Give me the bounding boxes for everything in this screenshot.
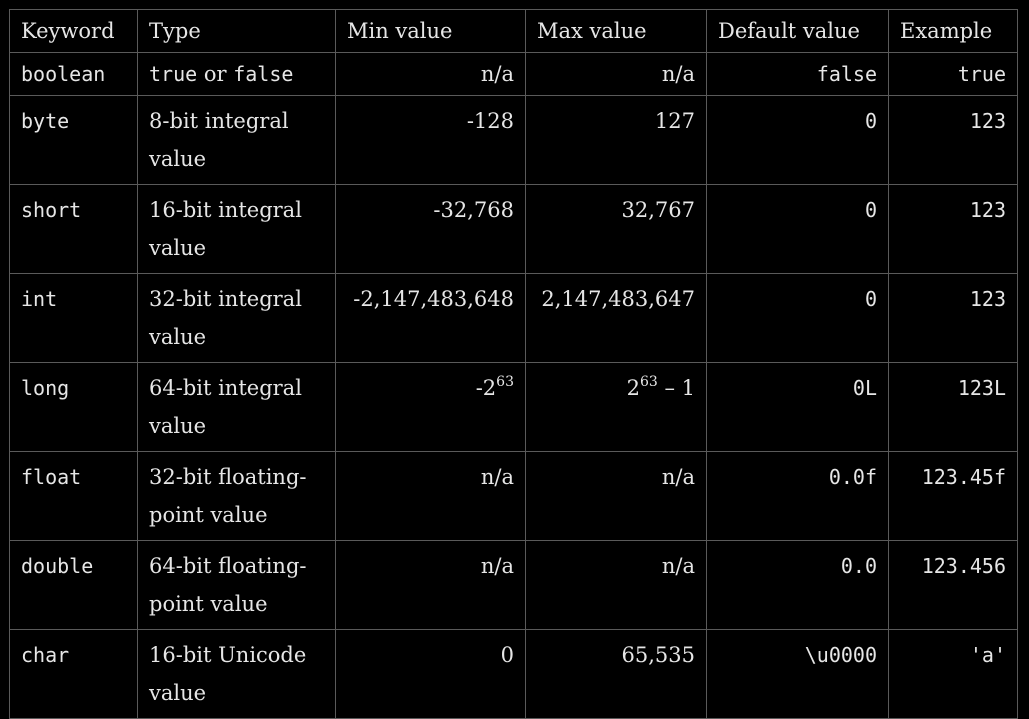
keyword-cell: int	[9, 273, 138, 363]
header-default-value: Default value	[706, 9, 889, 53]
type-cell: 64-bit floating-point value	[137, 540, 336, 630]
table-row: double 64-bit floating-point value n/a n…	[9, 540, 1018, 630]
min-value-cell: -2,147,483,648	[335, 273, 526, 363]
min-value-cell: n/a	[335, 451, 526, 541]
max-value-cell: 32,767	[525, 184, 707, 274]
default-value-cell: 0	[706, 273, 889, 363]
example-cell: 123	[888, 273, 1018, 363]
table-row: byte 8-bit integral value -128 127 0 123	[9, 95, 1018, 185]
example-cell: 123L	[888, 362, 1018, 452]
max-base: 2	[626, 376, 640, 400]
primitive-types-table: Keyword Type Min value Max value Default…	[9, 9, 1018, 719]
min-value-cell: -32,768	[335, 184, 526, 274]
max-value-cell: n/a	[525, 52, 707, 96]
default-value-cell: \u0000	[706, 629, 889, 719]
min-exponent: 63	[496, 374, 514, 390]
keyword-cell: float	[9, 451, 138, 541]
default-value-cell: false	[706, 52, 889, 96]
header-max-value: Max value	[525, 9, 707, 53]
type-or-text: or	[197, 62, 234, 86]
table-row: char 16-bit Unicode value 0 65,535 \u000…	[9, 629, 1018, 719]
max-value-cell: 263 – 1	[525, 362, 707, 452]
max-value-cell: n/a	[525, 451, 707, 541]
default-value-cell: 0	[706, 184, 889, 274]
type-false-literal: false	[233, 62, 294, 86]
min-value-cell: -128	[335, 95, 526, 185]
keyword-cell: double	[9, 540, 138, 630]
type-cell: 16-bit Unicode value	[137, 629, 336, 719]
type-cell: true or false	[137, 52, 336, 96]
keyword-cell: short	[9, 184, 138, 274]
keyword-cell: boolean	[9, 52, 138, 96]
type-true-literal: true	[149, 62, 198, 86]
keyword-cell: byte	[9, 95, 138, 185]
example-cell: 123	[888, 95, 1018, 185]
table-row: long 64-bit integral value -263 263 – 1 …	[9, 362, 1018, 452]
header-example: Example	[888, 9, 1018, 53]
example-cell: 123.456	[888, 540, 1018, 630]
min-value-cell: 0	[335, 629, 526, 719]
example-cell: 'a'	[888, 629, 1018, 719]
table-row: boolean true or false n/a n/a false true	[9, 52, 1018, 96]
default-value-cell: 0	[706, 95, 889, 185]
max-exponent: 63	[639, 374, 658, 390]
table-row: int 32-bit integral value -2,147,483,648…	[9, 273, 1018, 363]
type-cell: 32-bit floating-point value	[137, 451, 336, 541]
default-value-cell: 0.0	[706, 540, 889, 630]
header-keyword: Keyword	[9, 9, 138, 53]
header-row: Keyword Type Min value Max value Default…	[9, 9, 1018, 53]
max-value-cell: n/a	[525, 540, 707, 630]
type-cell: 32-bit integral value	[137, 273, 336, 363]
example-cell: 123	[888, 184, 1018, 274]
keyword-cell: long	[9, 362, 138, 452]
type-cell: 8-bit integral value	[137, 95, 336, 185]
min-value-cell: -263	[335, 362, 526, 452]
max-value-cell: 65,535	[525, 629, 707, 719]
min-value-cell: n/a	[335, 540, 526, 630]
keyword-cell: char	[9, 629, 138, 719]
min-base: -2	[475, 376, 497, 400]
default-value-cell: 0L	[706, 362, 889, 452]
table-row: float 32-bit floating-point value n/a n/…	[9, 451, 1018, 541]
type-cell: 64-bit integral value	[137, 362, 336, 452]
example-cell: 123.45f	[888, 451, 1018, 541]
max-value-cell: 127	[525, 95, 707, 185]
max-value-cell: 2,147,483,647	[525, 273, 707, 363]
example-cell: true	[888, 52, 1018, 96]
max-minus-one: – 1	[657, 376, 695, 400]
default-value-cell: 0.0f	[706, 451, 889, 541]
table-row: short 16-bit integral value -32,768 32,7…	[9, 184, 1018, 274]
type-cell: 16-bit integral value	[137, 184, 336, 274]
min-value-cell: n/a	[335, 52, 526, 96]
header-min-value: Min value	[335, 9, 526, 53]
header-type: Type	[137, 9, 336, 53]
